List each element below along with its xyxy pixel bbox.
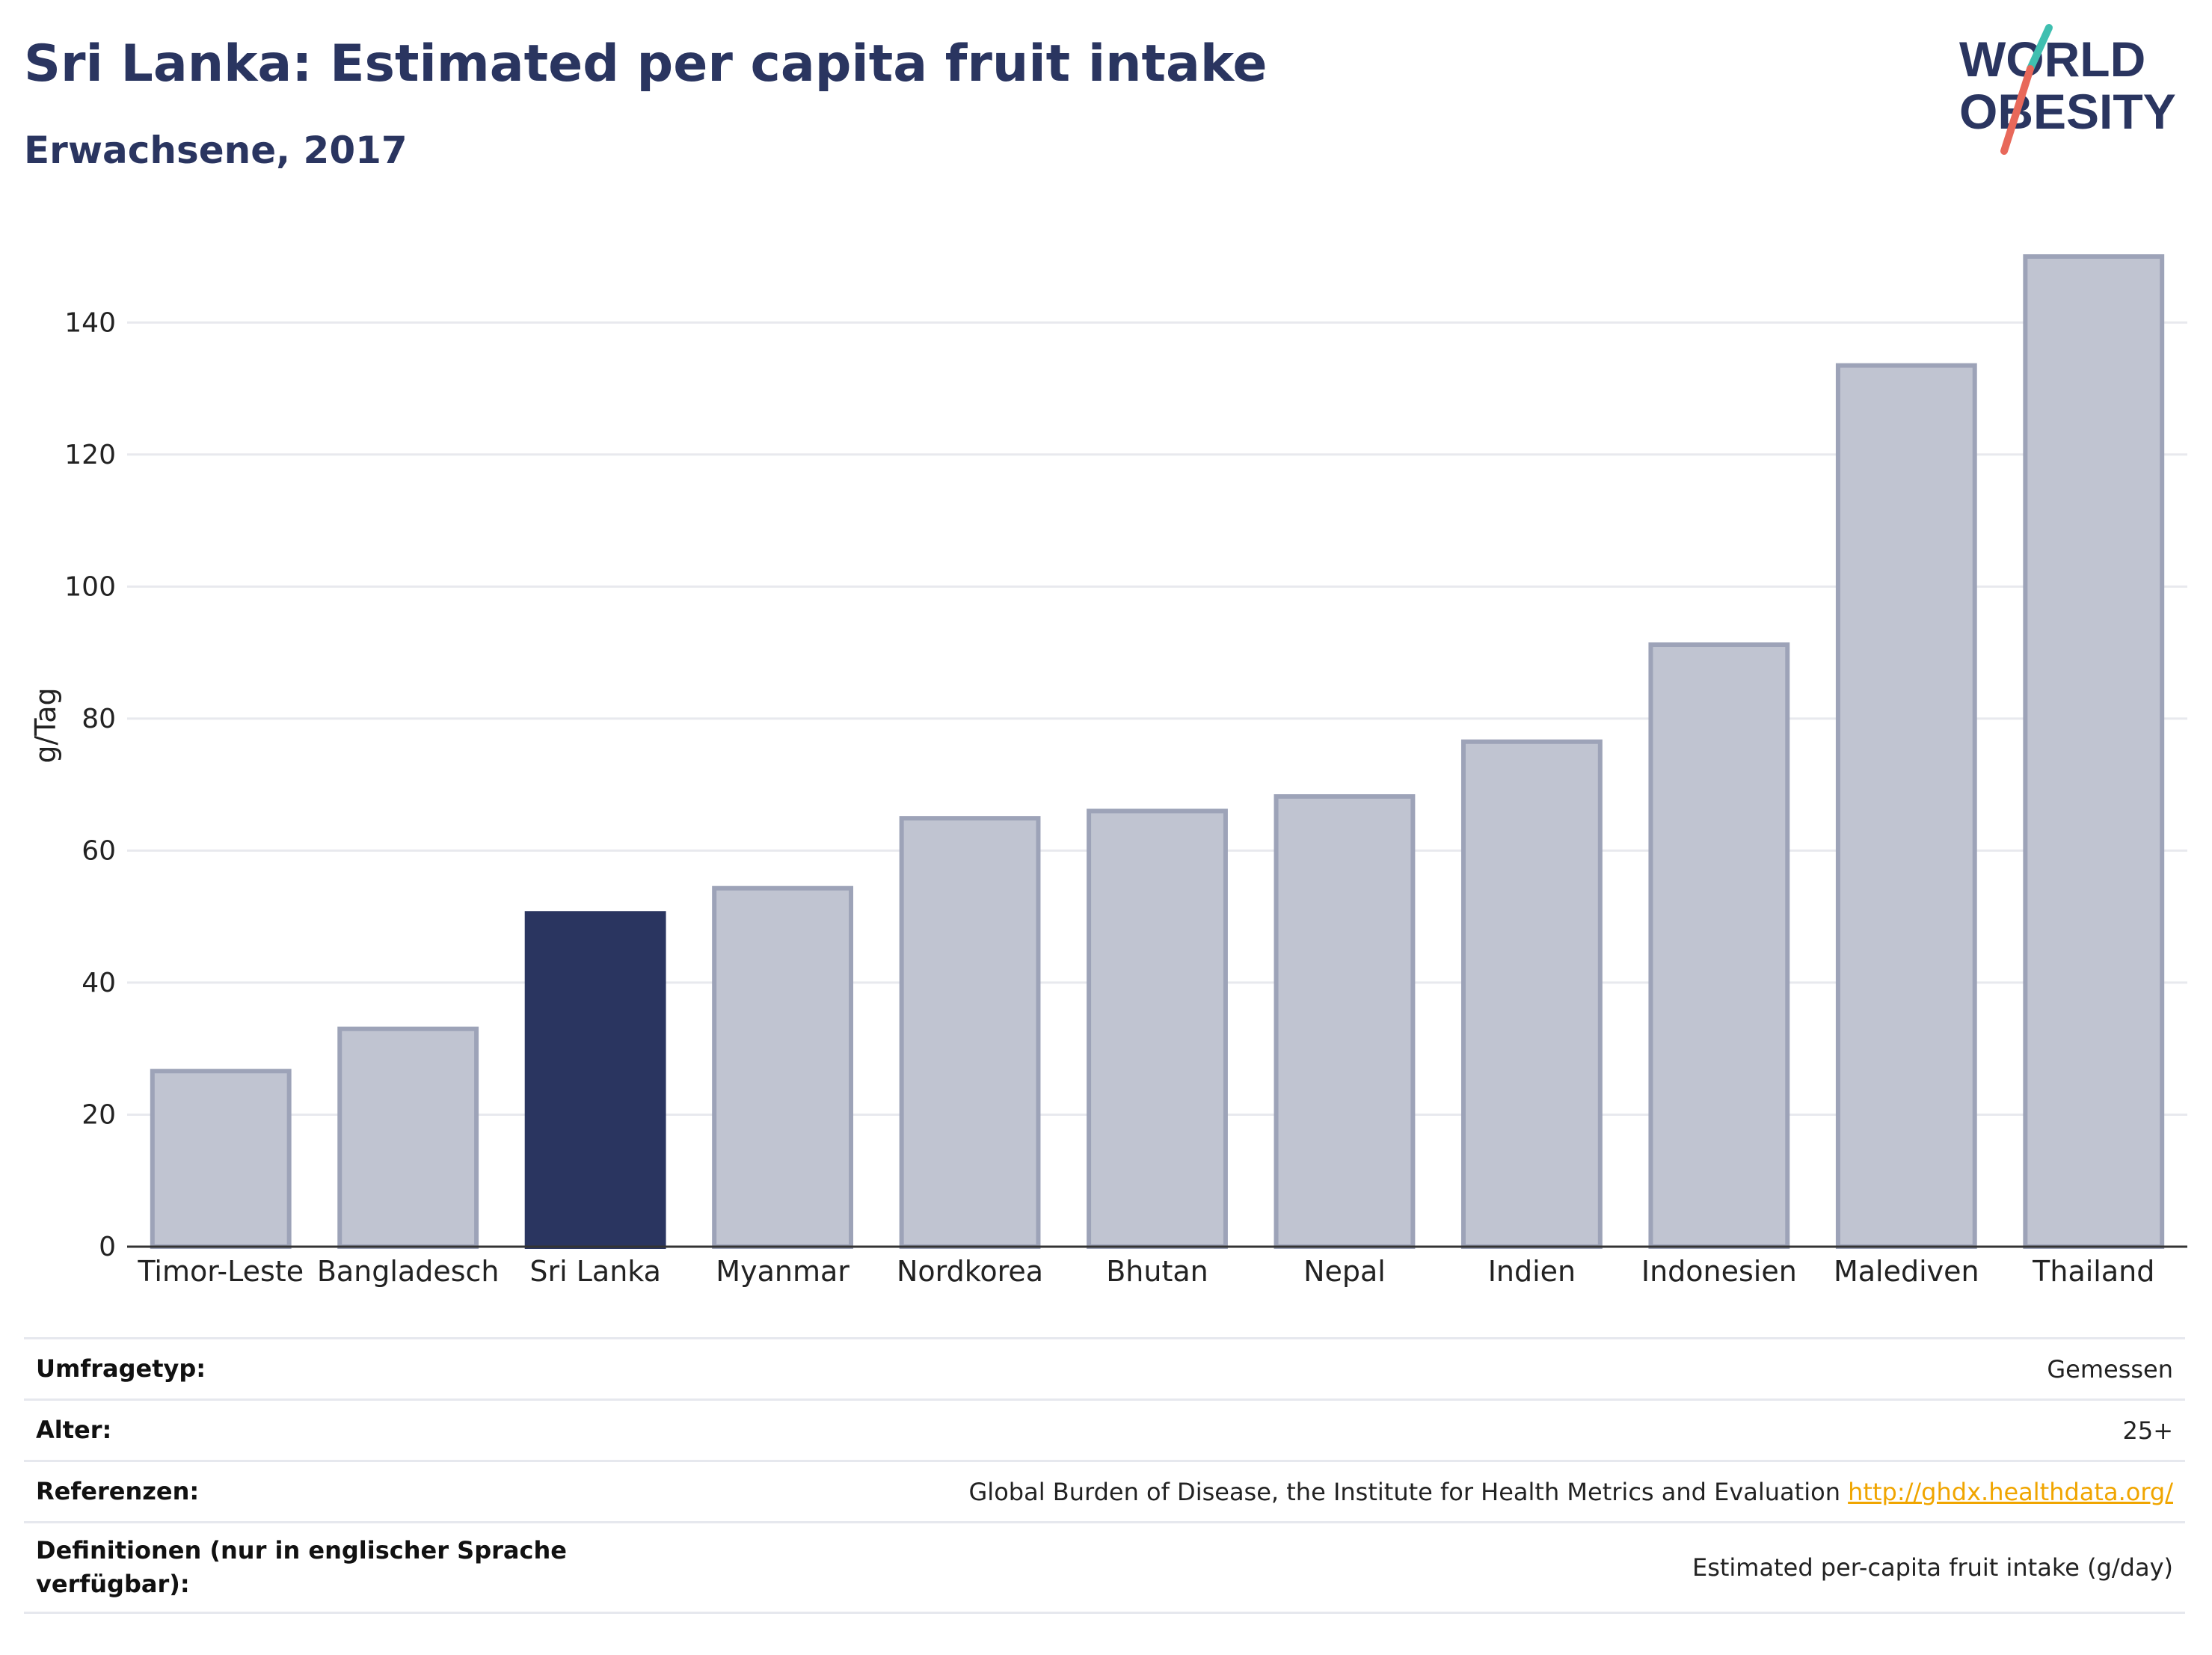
y-tick-labels: 0 20 40 60 80 100 120 140 (64, 307, 116, 1262)
bar-timor-leste[interactable] (150, 1069, 292, 1250)
meta-value: Estimated per-capita fruit intake (g/day… (1692, 1553, 2173, 1582)
meta-value: Gemessen (2047, 1354, 2173, 1384)
bar-nepal[interactable] (1274, 794, 1416, 1249)
bar-thailand[interactable] (2023, 254, 2165, 1249)
bar-myanmar[interactable] (712, 885, 854, 1250)
y-tick-label: 60 (82, 835, 116, 866)
bar-nordkorea[interactable] (899, 816, 1041, 1249)
reference-text: Global Burden of Disease, the Institute … (968, 1477, 1840, 1506)
bar-bangladesch[interactable] (337, 1026, 479, 1249)
logo-word-obesity: OBESITY (1959, 84, 2176, 139)
y-tick-label: 140 (64, 307, 116, 338)
y-tick-label: 40 (82, 968, 116, 998)
y-tick-label: 100 (64, 571, 116, 602)
x-tick-label: Nepal (1303, 1255, 1386, 1288)
bar-indien[interactable] (1460, 739, 1603, 1249)
meta-row-definitions: Definitionen (nur in englischer Sprache … (24, 1521, 2185, 1614)
logo-slash-red (2000, 65, 2034, 155)
reference-link[interactable]: http://ghdx.healthdata.org/ (1848, 1477, 2173, 1506)
bars (150, 254, 2165, 1250)
meta-label: Referenzen: (36, 1477, 200, 1506)
chart-title: Sri Lanka: Estimated per capita fruit in… (24, 34, 1268, 93)
y-tick-label: 80 (82, 704, 116, 734)
x-tick-label: Sri Lanka (529, 1255, 661, 1288)
x-tick-labels: Timor-Leste Bangladesch Sri Lanka Myanmar No… (137, 1255, 2154, 1288)
chart-subtitle: Erwachsene, 2017 (24, 129, 408, 172)
bar-sri-lanka[interactable] (524, 911, 666, 1249)
bar-bhutan[interactable] (1087, 808, 1228, 1249)
meta-value: 25+ (2122, 1416, 2173, 1445)
x-tick-label: Thailand (2032, 1255, 2154, 1288)
meta-label: Definitionen (nur in englischer Sprache … (36, 1536, 567, 1598)
x-tick-label: Indien (1488, 1255, 1576, 1288)
x-tick-label: Timor-Leste (137, 1255, 304, 1288)
logo-slash-teal (2027, 24, 2053, 73)
meta-label: Umfragetyp: (36, 1354, 206, 1384)
bar-chart: 0 20 40 60 80 100 120 140 Timor-Leste Bangladesc… (29, 254, 2187, 1288)
x-tick-label: Bangladesch (317, 1255, 500, 1288)
y-axis-label: g/Tag (29, 687, 62, 763)
x-tick-label: Malediven (1834, 1255, 1979, 1288)
x-tick-label: Indonesien (1641, 1255, 1797, 1288)
meta-row-survey-type: Umfragetyp: Gemessen (24, 1337, 2185, 1398)
meta-row-references: Referenzen: Global Burden of Disease, th… (24, 1460, 2185, 1521)
x-tick-label: Bhutan (1106, 1255, 1208, 1288)
meta-label: Alter: (36, 1416, 112, 1445)
meta-row-age: Alter: 25+ (24, 1398, 2185, 1460)
y-tick-label: 120 (64, 440, 116, 470)
x-tick-label: Nordkorea (897, 1255, 1043, 1288)
meta-value: Global Burden of Disease, the Institute … (969, 1478, 2174, 1506)
world-obesity-logo: WORLD OBESITY (1959, 24, 2176, 155)
x-tick-label: Myanmar (716, 1255, 850, 1288)
logo-word-world: WORLD (1959, 31, 2145, 87)
bar-indonesien[interactable] (1648, 642, 1790, 1249)
y-tick-label: 20 (82, 1099, 116, 1130)
metadata-table: Umfragetyp: Gemessen Alter: 25+ Referenz… (24, 1337, 2185, 1614)
bar-malediven[interactable] (1835, 363, 1977, 1249)
y-tick-label: 0 (99, 1232, 116, 1262)
